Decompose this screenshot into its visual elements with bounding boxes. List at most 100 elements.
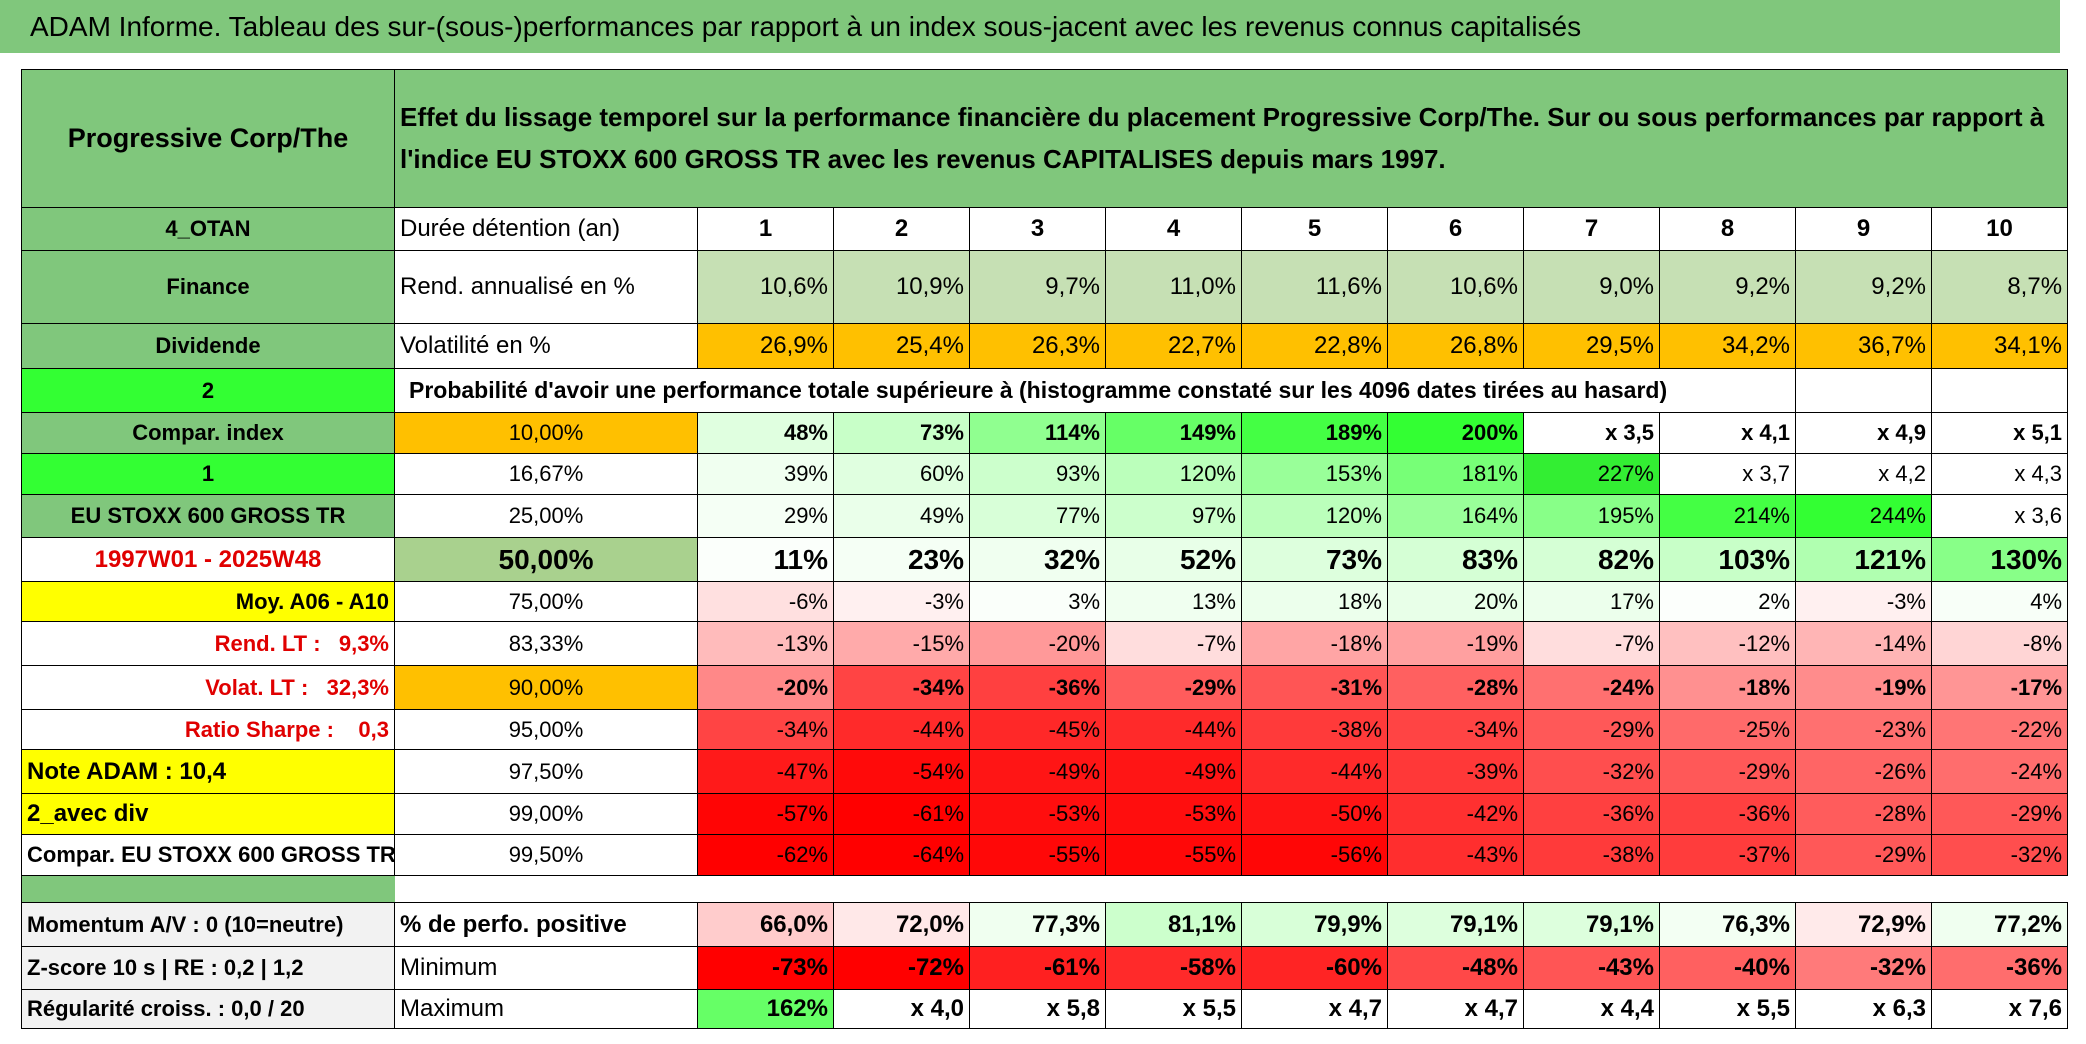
value-cell: -73% <box>697 946 834 990</box>
value-cell: -64% <box>833 834 970 876</box>
row-label: Note ADAM : 10,4 <box>21 749 395 794</box>
value-cell: 79,9% <box>1241 902 1388 947</box>
value-cell: x 5,5 <box>1105 989 1242 1029</box>
value-cell: 73% <box>833 412 970 454</box>
row-label: Momentum A/V : 0 (10=neutre) <box>21 902 395 947</box>
value-cell: -17% <box>1930 665 2069 710</box>
value-cell: -61% <box>833 793 970 835</box>
value-cell: -36% <box>969 665 1106 710</box>
value-cell: -13% <box>697 621 834 666</box>
value-cell: -28% <box>1795 793 1932 835</box>
value-cell: 36,7% <box>1795 323 1932 369</box>
table-row: Dividende Volatilité en % 26,9% 25,4% 26,3% 2… <box>21 323 2069 369</box>
value-cell: 81,1% <box>1105 902 1242 947</box>
value-cell: -24% <box>1523 665 1660 710</box>
value-cell: 214% <box>1659 494 1796 538</box>
row-sublabel: Rend. annualisé en % <box>394 250 698 324</box>
value-cell: x 7,6 <box>1930 989 2069 1029</box>
row-label: 4_OTAN <box>21 207 395 251</box>
row-label: Dividende <box>21 323 395 369</box>
value-cell: 66,0% <box>697 902 834 947</box>
value-cell: -48% <box>1387 946 1524 990</box>
value-cell: 121% <box>1795 537 1932 582</box>
value-cell: 11,6% <box>1241 250 1388 324</box>
value-cell: -32% <box>1523 749 1660 794</box>
value-cell: -29% <box>1523 709 1660 750</box>
value-cell: 34,2% <box>1659 323 1796 369</box>
value-cell: 164% <box>1387 494 1524 538</box>
value-cell: 11,0% <box>1105 250 1242 324</box>
value-cell: -32% <box>1795 946 1932 990</box>
value-cell: 2% <box>1659 581 1796 622</box>
value-cell: 10,9% <box>833 250 970 324</box>
value-cell: -34% <box>697 709 834 750</box>
value-cell: 97% <box>1105 494 1242 538</box>
value-cell: 5 <box>1241 207 1388 251</box>
row-label: 2_avec div <box>21 793 395 835</box>
table-row: 2 Probabilité d'avoir une performance tot… <box>21 368 2069 413</box>
row-label: Z-score 10 s | RE : 0,2 | 1,2 <box>21 946 395 990</box>
value-cell: 3% <box>969 581 1106 622</box>
row-sublabel: 83,33% <box>394 621 698 666</box>
value-cell: -44% <box>1241 749 1388 794</box>
row-label: Compar. EU STOXX 600 GROSS TR <box>21 834 395 876</box>
row-sublabel: Volatilité en % <box>394 323 698 369</box>
table-row: 2_avec div 99,00% -57% -61% -53% -53% -50% -42%… <box>21 793 2069 835</box>
row-sublabel: 16,67% <box>394 453 698 495</box>
value-cell: 120% <box>1105 453 1242 495</box>
table-body: Progressive Corp/The Effet du lissage tem… <box>21 69 2069 1029</box>
row-sublabel: 97,50% <box>394 749 698 794</box>
row-label: Régularité croiss. : 0,0 / 20 <box>21 989 395 1029</box>
value-cell: -12% <box>1659 621 1796 666</box>
value-cell: 34,1% <box>1930 323 2069 369</box>
value-cell: 72,9% <box>1795 902 1932 947</box>
value-cell: -61% <box>969 946 1106 990</box>
value-cell: 1 <box>697 207 834 251</box>
value-cell: 3 <box>969 207 1106 251</box>
value-cell: -26% <box>1795 749 1932 794</box>
value-cell: -29% <box>1795 834 1932 876</box>
value-cell: x 4,4 <box>1523 989 1660 1029</box>
value-cell: 181% <box>1387 453 1524 495</box>
table-row: Note ADAM : 10,4 97,50% -47% -54% -49% -49% -4… <box>21 749 2069 794</box>
row-sublabel: 99,50% <box>394 834 698 876</box>
value-cell: 189% <box>1241 412 1388 454</box>
value-cell: 60% <box>833 453 970 495</box>
value-cell: 17% <box>1523 581 1660 622</box>
value-cell: 149% <box>1105 412 1242 454</box>
value-cell: x 4,1 <box>1659 412 1796 454</box>
value-cell: -53% <box>1105 793 1242 835</box>
value-cell: 11% <box>697 537 834 582</box>
value-cell: -36% <box>1930 946 2069 990</box>
value-cell: -7% <box>1105 621 1242 666</box>
value-cell: 130% <box>1930 537 2069 582</box>
value-cell: -31% <box>1241 665 1388 710</box>
page-title: ADAM Informe. Tableau des sur-(sous-)per… <box>0 0 2060 53</box>
value-cell: 72,0% <box>833 902 970 947</box>
table-row: Ratio Sharpe : 0,3 95,00% -34% -44% -45% -44%… <box>21 709 2069 750</box>
table-row: 4_OTAN Durée détention (an) 1 2 3 4 5 6 7 8 9 10 <box>21 207 2069 251</box>
value-cell: 76,3% <box>1659 902 1796 947</box>
value-cell: 39% <box>697 453 834 495</box>
spacer-cell <box>394 875 2068 903</box>
row-sublabel: 75,00% <box>394 581 698 622</box>
value-cell: -38% <box>1241 709 1388 750</box>
value-cell: 244% <box>1795 494 1932 538</box>
value-cell: -44% <box>1105 709 1242 750</box>
value-cell: -7% <box>1523 621 1660 666</box>
table-row: Finance Rend. annualisé en % 10,6% 10,9% 9,7… <box>21 250 2069 324</box>
value-cell: -72% <box>833 946 970 990</box>
row-label: 1997W01 - 2025W48 <box>21 537 395 582</box>
value-cell: -50% <box>1241 793 1388 835</box>
value-cell: -34% <box>1387 709 1524 750</box>
value-cell: -24% <box>1930 749 2069 794</box>
row-label: Finance <box>21 250 395 324</box>
value-cell: -22% <box>1930 709 2069 750</box>
table-row: Rend. LT : 9,3% 83,33% -13% -15% -20% -7% -18%… <box>21 621 2069 666</box>
value-cell: -34% <box>833 665 970 710</box>
value-cell: 4% <box>1930 581 2069 622</box>
value-cell: -3% <box>1795 581 1932 622</box>
value-cell: 79,1% <box>1523 902 1660 947</box>
value-cell: -32% <box>1930 834 2069 876</box>
